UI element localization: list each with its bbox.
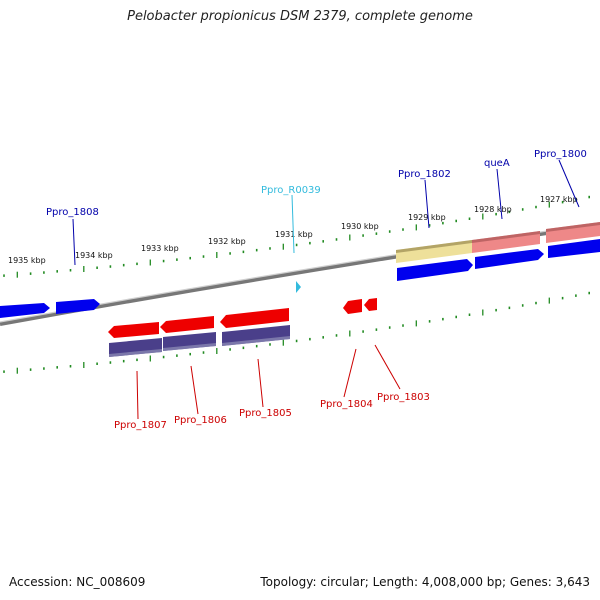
kbp-label: 1935 kbp: [8, 256, 46, 265]
kbp-label: 1932 kbp: [208, 237, 246, 246]
gene-arrow-ppro-1803[interactable]: [364, 298, 377, 311]
gene-feature-pale-yellow[interactable]: [396, 240, 472, 263]
gene-label-ppro-1805[interactable]: Ppro_1805: [239, 408, 292, 419]
gene-label-ppro-1800[interactable]: Ppro_1800: [534, 149, 587, 160]
gene-arrow-ppro-1807[interactable]: [108, 322, 159, 338]
gene-arrow-ppro-1800[interactable]: [548, 239, 600, 258]
map-title: Pelobacter propionicus DSM 2379, complet…: [127, 9, 473, 24]
gene-arrow-ppro-1804[interactable]: [343, 299, 362, 314]
gene-label-ppro-1803[interactable]: Ppro_1803: [377, 392, 430, 403]
gene-label-quea[interactable]: queA: [484, 158, 510, 169]
gene-arrow-ppro-1802[interactable]: [397, 259, 473, 281]
gene-feature-quea[interactable]: [472, 231, 540, 253]
gene-label-ppro-1808[interactable]: Ppro_1808: [46, 207, 99, 218]
rna-marker-ppro-r0039[interactable]: [296, 281, 301, 293]
lower-tick-row: [3, 291, 591, 374]
kbp-label: 1927 kbp: [540, 195, 578, 204]
gene-arrow-ppro-1808[interactable]: [56, 299, 100, 314]
gene-label-ppro-1804[interactable]: Ppro_1804: [320, 399, 373, 410]
gene-arrow-quea[interactable]: [475, 249, 544, 269]
accession-text: Accession: NC_008609: [9, 575, 146, 589]
gene-label-ppro-1802[interactable]: Ppro_1802: [398, 169, 451, 180]
gene-arrow-left-edge[interactable]: [0, 303, 50, 318]
gene-label-ppro-1806[interactable]: Ppro_1806: [174, 415, 227, 426]
upper-tick-row: [3, 195, 591, 278]
kbp-label: 1929 kbp: [408, 213, 446, 222]
gene-label-ppro-r0039[interactable]: Ppro_R0039: [261, 185, 321, 196]
gene-arrow-ppro-1805[interactable]: [220, 308, 289, 328]
kbp-label: 1933 kbp: [141, 244, 179, 253]
kbp-label: 1930 kbp: [341, 222, 379, 231]
gene-arrow-ppro-1806[interactable]: [160, 316, 214, 333]
kbp-label: 1934 kbp: [75, 251, 113, 260]
gene-label-ppro-1807[interactable]: Ppro_1807: [114, 420, 167, 431]
kbp-label: 1928 kbp: [474, 205, 512, 214]
genome-summary-text: Topology: circular; Length: 4,008,000 bp…: [260, 575, 590, 589]
